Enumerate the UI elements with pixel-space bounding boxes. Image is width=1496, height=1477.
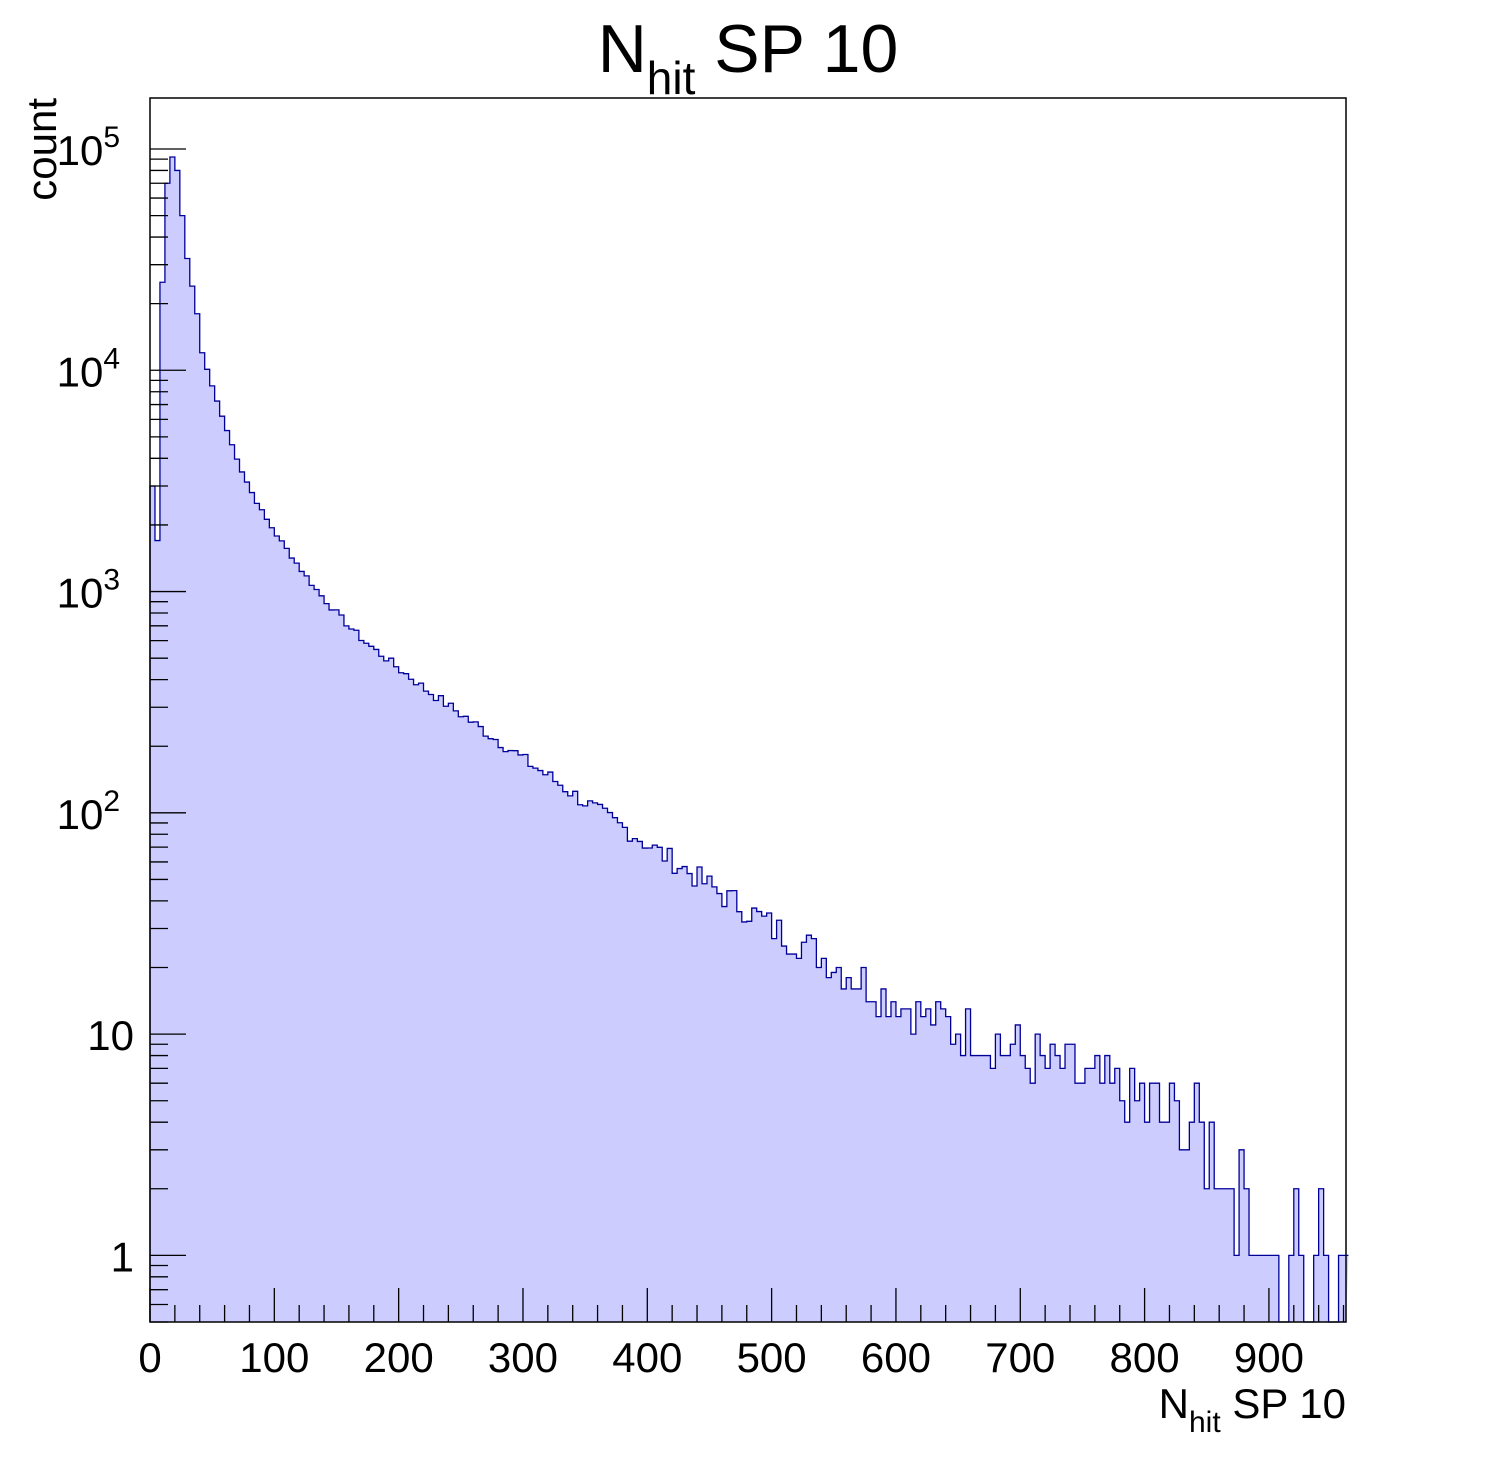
histogram-outline	[149, 156, 1349, 1323]
chart-title-rest: SP 10	[695, 11, 898, 87]
plot-frame	[149, 97, 1347, 1323]
x-axis-label-main: N	[1159, 1380, 1189, 1427]
x-axis-label: Nhit SP 10	[1159, 1380, 1346, 1439]
x-tick-label: 300	[488, 1334, 558, 1381]
x-tick-label: 700	[985, 1334, 1055, 1381]
y-tick-label: 102	[57, 785, 120, 838]
x-tick-label: 600	[861, 1334, 931, 1381]
y-tick-label: 103	[57, 564, 120, 617]
x-tick-label: 200	[364, 1334, 434, 1381]
x-tick-label: 100	[239, 1334, 309, 1381]
y-tick-label: 104	[57, 342, 120, 395]
axis-tick-labels: 0 100 200 300 400 500 600 700 800 900 1 10 102 103 104…	[57, 121, 1304, 1381]
y-tick-label: 105	[57, 121, 120, 174]
x-axis-label-rest: SP 10	[1221, 1380, 1346, 1427]
chart-title-main: N	[598, 11, 647, 87]
histogram-area	[150, 157, 1349, 1323]
chart-title-sub: hit	[647, 52, 696, 104]
y-axis-label: count	[18, 98, 65, 201]
x-axis-label-sub: hit	[1189, 1406, 1221, 1439]
axis-ticks	[149, 148, 1345, 1323]
x-tick-label: 0	[138, 1334, 161, 1381]
x-tick-label: 400	[612, 1334, 682, 1381]
histogram-fill	[150, 157, 1349, 1323]
histogram-line	[149, 156, 1349, 1323]
x-tick-label: 500	[737, 1334, 807, 1381]
chart-title: Nhit SP 10	[598, 11, 899, 104]
y-tick-label: 10	[87, 1012, 134, 1059]
y-tick-label: 1	[111, 1233, 134, 1280]
x-tick-label: 800	[1110, 1334, 1180, 1381]
x-tick-label: 900	[1234, 1334, 1304, 1381]
